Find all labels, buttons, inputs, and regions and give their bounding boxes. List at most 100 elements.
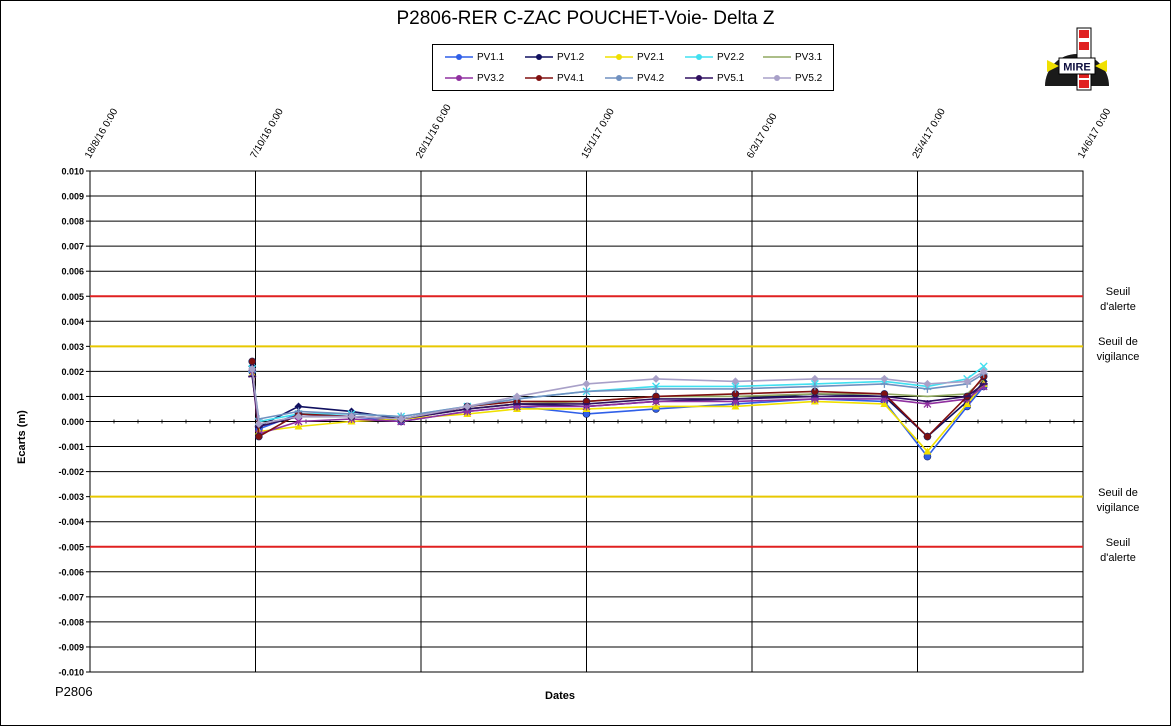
- threshold-label: Seuil d'alerte: [1100, 536, 1136, 564]
- legend-entry: PV4.1: [525, 68, 584, 88]
- legend-entry: PV3.2: [445, 68, 504, 88]
- legend-entry: PV5.2: [763, 68, 822, 88]
- y-tick-label: 0.000: [61, 417, 84, 427]
- x-tick-label: 6/3/17 0:00: [745, 111, 780, 160]
- legend-label: PV1.2: [557, 51, 585, 63]
- legend-label: PV2.2: [717, 51, 745, 63]
- data-point: [248, 364, 257, 373]
- legend-entry: PV2.1: [605, 47, 664, 67]
- data-point: [294, 422, 303, 430]
- y-tick-label: -0.010: [58, 668, 84, 678]
- x-tick-label: 14/6/17 0:00: [1076, 106, 1114, 160]
- logo-text: MIRE: [1063, 62, 1091, 74]
- y-tick-label: 0.007: [61, 242, 84, 252]
- x-tick-label: 15/1/17 0:00: [580, 106, 618, 160]
- data-point: [248, 357, 256, 366]
- data-point: [810, 382, 819, 391]
- legend-label: PV5.2: [795, 72, 823, 84]
- legend-swatch: [605, 54, 633, 60]
- data-point: [652, 384, 661, 393]
- threshold-label: Seuil de vigilance: [1096, 336, 1140, 364]
- y-tick-label: 0.005: [61, 292, 84, 302]
- data-point: [880, 374, 889, 383]
- legend-label: PV1.1: [477, 51, 505, 63]
- x-tick-label: 7/10/16 0:00: [249, 106, 287, 160]
- y-tick-label: -0.009: [58, 642, 84, 652]
- legend-label: PV4.1: [557, 72, 585, 84]
- data-point: [979, 362, 988, 371]
- y-tick-label: -0.008: [58, 617, 84, 627]
- data-point: [347, 412, 356, 421]
- legend-swatch: [763, 75, 791, 81]
- data-point: [963, 399, 972, 407]
- legend-swatch: [685, 54, 713, 60]
- y-tick-label: 0.009: [61, 192, 84, 202]
- legend-entry: PV1.1: [445, 47, 504, 67]
- data-point: [294, 402, 303, 411]
- legend-entry: PV4.2: [605, 68, 664, 88]
- mire-logo-icon: MIRE: [1043, 26, 1111, 92]
- legend-swatch: [605, 75, 633, 81]
- data-point: [963, 377, 972, 386]
- y-tick-label: -0.003: [58, 492, 84, 502]
- data-point: [731, 384, 740, 393]
- y-tick-label: -0.001: [58, 442, 84, 452]
- data-point: [397, 414, 406, 423]
- legend-label: PV3.2: [477, 72, 505, 84]
- data-point: [923, 432, 932, 441]
- legend-label: PV3.1: [795, 51, 823, 63]
- data-point: [254, 420, 263, 429]
- data-point: [923, 379, 932, 388]
- data-point: [582, 379, 591, 388]
- x-tick-label: 26/11/16 0:00: [414, 102, 454, 160]
- data-point: [731, 402, 740, 410]
- data-point: [880, 399, 889, 407]
- legend-entry: PV2.2: [685, 47, 744, 67]
- y-tick-label: -0.007: [58, 592, 84, 602]
- legend-entry: PV3.1: [763, 47, 822, 67]
- legend-label: PV5.1: [717, 72, 745, 84]
- y-tick-label: -0.006: [58, 567, 84, 577]
- legend: PV1.1 PV1.2 PV2.1 PV2.2 PV3.1 PV3.2 PV4.1 PV4.2…: [432, 44, 834, 91]
- threshold-label: Seuil d'alerte: [1100, 286, 1136, 314]
- legend-swatch: [445, 54, 473, 60]
- data-point: [923, 447, 932, 455]
- data-point: [255, 432, 263, 441]
- x-axis-title: Dates: [545, 690, 575, 702]
- y-tick-label: -0.005: [58, 542, 84, 552]
- data-point: [810, 374, 819, 383]
- legend-swatch: [685, 75, 713, 81]
- data-point: [582, 387, 591, 396]
- legend-label: PV4.2: [637, 72, 665, 84]
- data-point: [652, 374, 661, 383]
- legend-swatch: [525, 75, 553, 81]
- chart-title: P2806-RER C-ZAC POUCHET-Voie- Delta Z: [396, 8, 775, 29]
- y-tick-label: 0.001: [61, 392, 84, 402]
- y-tick-label: 0.008: [61, 217, 84, 227]
- data-point: [652, 402, 661, 410]
- x-tick-label: 25/4/17 0:00: [911, 106, 949, 160]
- y-tick-label: 0.002: [61, 367, 84, 377]
- x-tick-label: 18/8/16 0:00: [83, 106, 121, 160]
- legend-swatch: [445, 75, 473, 81]
- legend-swatch: [525, 54, 553, 60]
- data-point: [512, 392, 521, 401]
- data-point: [463, 402, 472, 411]
- threshold-label: Seuil de vigilance: [1096, 486, 1140, 514]
- y-tick-label: 0.004: [61, 317, 84, 327]
- legend-swatch: [763, 56, 791, 58]
- legend-label: PV2.1: [637, 51, 665, 63]
- y-tick-label: 0.003: [61, 342, 84, 352]
- data-point: [294, 412, 303, 421]
- y-tick-label: 0.006: [61, 267, 84, 277]
- data-point: [731, 377, 740, 386]
- legend-entry: PV5.1: [685, 68, 744, 88]
- y-tick-label: 0.010: [61, 167, 84, 177]
- y-axis-title: Ecarts (m): [16, 410, 28, 464]
- y-tick-label: -0.002: [58, 467, 84, 477]
- y-tick-label: -0.004: [58, 517, 84, 527]
- footer-label: P2806: [55, 684, 93, 699]
- data-point: [979, 367, 988, 376]
- legend-entry: PV1.2: [525, 47, 584, 67]
